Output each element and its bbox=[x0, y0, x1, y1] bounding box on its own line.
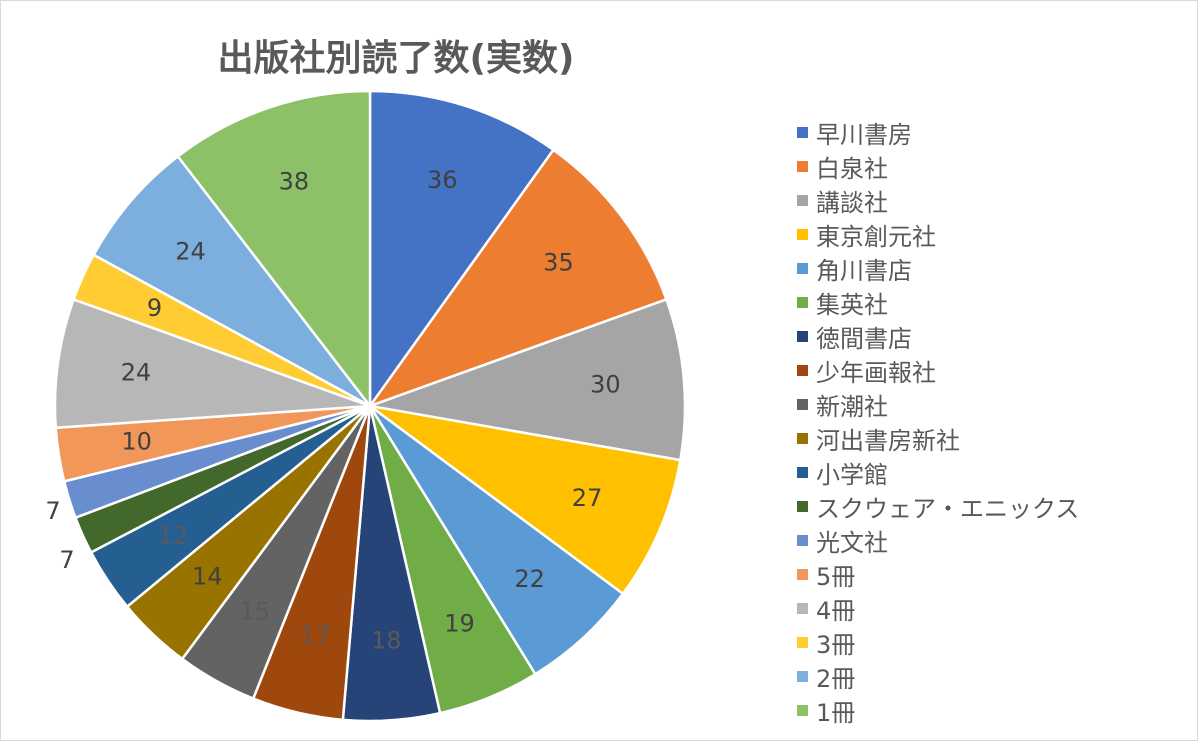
data-label-3: 30 bbox=[590, 371, 621, 399]
legend-item: 3冊 bbox=[797, 625, 1079, 659]
legend-label: 講談社 bbox=[816, 188, 888, 217]
pie-slice-3 bbox=[365, 297, 687, 462]
data-label-2: 35 bbox=[543, 249, 574, 277]
legend-swatch bbox=[797, 704, 808, 716]
data-label-9: 15 bbox=[240, 597, 271, 625]
legend-label: 5冊 bbox=[816, 562, 856, 591]
data-label-5: 22 bbox=[514, 565, 545, 593]
legend-label: 少年画報社 bbox=[816, 358, 936, 387]
pie-slice-4 bbox=[369, 404, 682, 596]
legend-swatch bbox=[797, 296, 808, 308]
legend-item: 徳間書店 bbox=[797, 319, 1079, 353]
legend-label: 集英社 bbox=[816, 290, 888, 319]
legend: 早川書房白泉社講談社東京創元社角川書店集英社徳間書店少年画報社新潮社河出書房新社… bbox=[797, 115, 1079, 727]
legend-item: スクウェア・エニックス bbox=[797, 489, 1079, 523]
legend-item: 講談社 bbox=[797, 183, 1079, 217]
data-label-15: 24 bbox=[121, 358, 152, 386]
legend-label: 東京創元社 bbox=[816, 222, 936, 251]
legend-item: 光文社 bbox=[797, 523, 1079, 557]
legend-label: 徳間書店 bbox=[816, 324, 912, 353]
legend-label: 早川書房 bbox=[816, 120, 912, 149]
pie-slice-18 bbox=[176, 89, 372, 410]
data-label-12: 7 bbox=[45, 497, 60, 525]
legend-swatch bbox=[797, 398, 808, 410]
legend-item: 角川書店 bbox=[797, 251, 1079, 285]
pie-slice-2 bbox=[366, 148, 669, 409]
pie-slice-5 bbox=[368, 404, 625, 676]
data-label-10: 14 bbox=[192, 562, 223, 590]
legend-swatch bbox=[797, 636, 808, 648]
legend-label: 新潮社 bbox=[816, 392, 888, 421]
legend-label: 小学館 bbox=[816, 460, 888, 489]
legend-item: 早川書房 bbox=[797, 115, 1079, 149]
legend-swatch bbox=[797, 500, 808, 512]
data-label-14: 10 bbox=[121, 428, 152, 456]
legend-swatch bbox=[797, 534, 808, 546]
data-label-17: 24 bbox=[175, 237, 206, 265]
data-label-4: 27 bbox=[572, 484, 603, 512]
legend-item: 1冊 bbox=[797, 693, 1079, 727]
legend-swatch bbox=[797, 126, 808, 138]
legend-swatch bbox=[797, 160, 808, 172]
legend-swatch bbox=[797, 466, 808, 478]
legend-label: 光文社 bbox=[816, 528, 888, 557]
legend-label: 4冊 bbox=[816, 596, 856, 625]
legend-label: 1冊 bbox=[816, 698, 856, 727]
legend-item: 少年画報社 bbox=[797, 353, 1079, 387]
pie-slice-1 bbox=[368, 89, 556, 410]
legend-swatch bbox=[797, 602, 808, 614]
chart-title: 出版社別読了数(実数) bbox=[217, 38, 575, 79]
pie-slice-17 bbox=[91, 154, 371, 408]
data-label-8: 17 bbox=[300, 621, 331, 649]
legend-swatch bbox=[797, 262, 808, 274]
data-label-13: 7 bbox=[59, 546, 74, 574]
legend-swatch bbox=[797, 364, 808, 376]
legend-item: 白泉社 bbox=[797, 149, 1079, 183]
legend-item: 河出書房新社 bbox=[797, 421, 1079, 455]
legend-swatch bbox=[797, 194, 808, 206]
legend-swatch bbox=[797, 432, 808, 444]
legend-item: 集英社 bbox=[797, 285, 1079, 319]
legend-item: 小学館 bbox=[797, 455, 1079, 489]
legend-label: スクウェア・エニックス bbox=[816, 494, 1080, 523]
legend-item: 新潮社 bbox=[797, 387, 1079, 421]
legend-swatch bbox=[797, 228, 808, 240]
legend-label: 3冊 bbox=[816, 630, 856, 659]
legend-swatch bbox=[797, 670, 808, 682]
pie-slice-15 bbox=[53, 297, 371, 430]
data-label-1: 36 bbox=[427, 166, 458, 194]
data-label-16: 9 bbox=[147, 294, 162, 322]
data-label-11: 12 bbox=[158, 522, 189, 550]
data-label-6: 19 bbox=[444, 610, 475, 638]
legend-label: 河出書房新社 bbox=[816, 426, 960, 455]
legend-label: 角川書店 bbox=[816, 256, 912, 285]
legend-swatch bbox=[797, 330, 808, 342]
legend-swatch bbox=[797, 568, 808, 580]
legend-item: 東京創元社 bbox=[797, 217, 1079, 251]
data-label-7: 18 bbox=[371, 627, 402, 655]
legend-item: 4冊 bbox=[797, 591, 1079, 625]
legend-label: 白泉社 bbox=[816, 154, 888, 183]
legend-item: 2冊 bbox=[797, 659, 1079, 693]
legend-item: 5冊 bbox=[797, 557, 1079, 591]
legend-label: 2冊 bbox=[816, 664, 856, 693]
data-label-18: 38 bbox=[279, 167, 310, 195]
